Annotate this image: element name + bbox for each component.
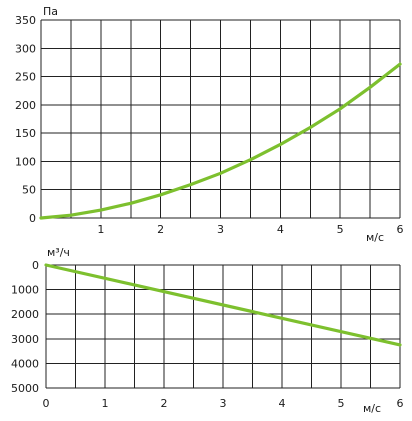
x-tick-label: 3: [217, 223, 224, 236]
y-tick-label: 150: [15, 127, 36, 140]
y-tick-label: 250: [15, 71, 36, 84]
y-tick-label: 300: [15, 42, 36, 55]
y-tick-label: 5000: [11, 382, 39, 395]
x-tick-label: 6: [397, 397, 404, 410]
x-axis-label: м/с: [363, 402, 381, 415]
x-tick-label: 2: [161, 397, 168, 410]
x-tick-label: 6: [397, 223, 404, 236]
y-tick-label: 2000: [11, 308, 39, 321]
y-axis-label: Па: [43, 5, 58, 18]
y-tick-label: 0: [29, 212, 36, 225]
series-line: [39, 62, 402, 220]
y-tick-label: 3000: [11, 333, 39, 346]
y-tick-label: 50: [22, 184, 36, 197]
y-tick-label: 0: [32, 259, 39, 272]
y-axis-label: м³/ч: [47, 246, 70, 259]
x-axis-label: м/с: [366, 231, 384, 244]
chart-1: 0 50 100 150 200 250 300 350 1 2 3 4 5 6 Па м/с: [15, 5, 404, 244]
x-tick-label: 3: [220, 397, 227, 410]
series-line: [44, 263, 402, 347]
grid: [45, 264, 401, 389]
y-tick-label: 350: [15, 14, 36, 27]
y-tick-label: 1000: [11, 284, 39, 297]
y-tick-label: 200: [15, 99, 36, 112]
x-tick-label: 4: [279, 397, 286, 410]
x-tick-label: 5: [337, 223, 344, 236]
x-tick-label: 1: [97, 223, 104, 236]
y-tick-label: 4000: [11, 357, 39, 370]
x-tick-label: 5: [338, 397, 345, 410]
x-tick-label: 1: [102, 397, 109, 410]
grid: [40, 19, 401, 219]
x-tick-label: 4: [277, 223, 284, 236]
x-tick-label: 0: [43, 397, 50, 410]
y-tick-label: 100: [15, 155, 36, 168]
chart-2: 0 1000 2000 3000 4000 5000 0 1 2 3 4 5 6 м³/ч м/с: [11, 246, 404, 415]
x-tick-label: 2: [157, 223, 164, 236]
